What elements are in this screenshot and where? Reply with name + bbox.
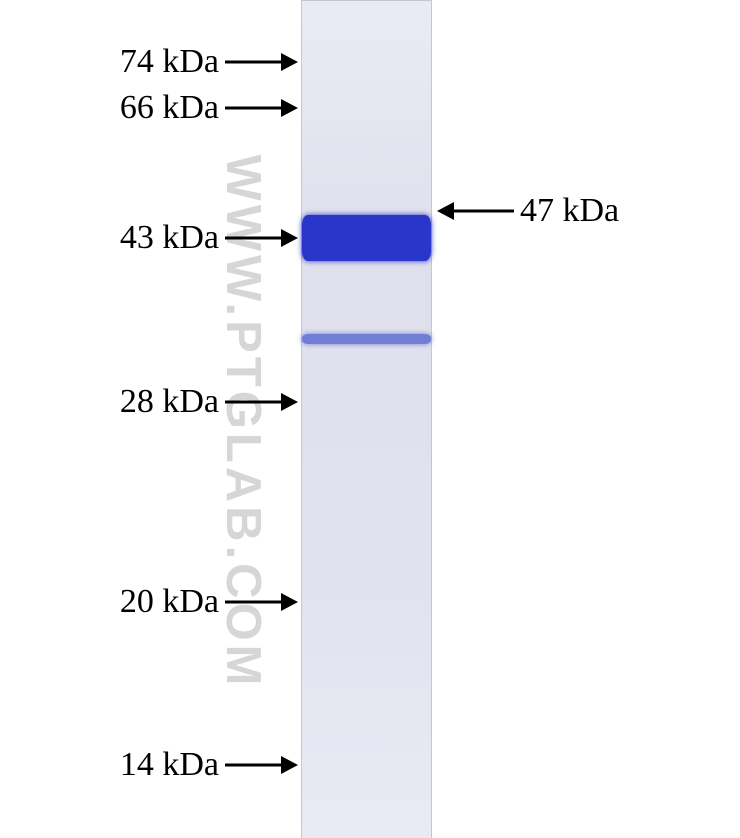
ladder-label: 14 kDa (120, 746, 219, 784)
gel-lane (301, 0, 432, 838)
protein-band (302, 334, 431, 344)
ladder-label: 20 kDa (120, 583, 219, 621)
ladder-label: 74 kDa (120, 43, 219, 81)
ladder-label: 28 kDa (120, 383, 219, 421)
ladder-label: 66 kDa (120, 89, 219, 127)
watermark-text: WWW.PTGLAB.COM (215, 154, 271, 689)
ladder-label: 43 kDa (120, 219, 219, 257)
gel-figure: WWW.PTGLAB.COM 74 kDa 66 kDa 43 kDa 28 kDa 20… (0, 0, 740, 838)
protein-band (302, 215, 431, 261)
sample-label: 47 kDa (520, 192, 619, 230)
